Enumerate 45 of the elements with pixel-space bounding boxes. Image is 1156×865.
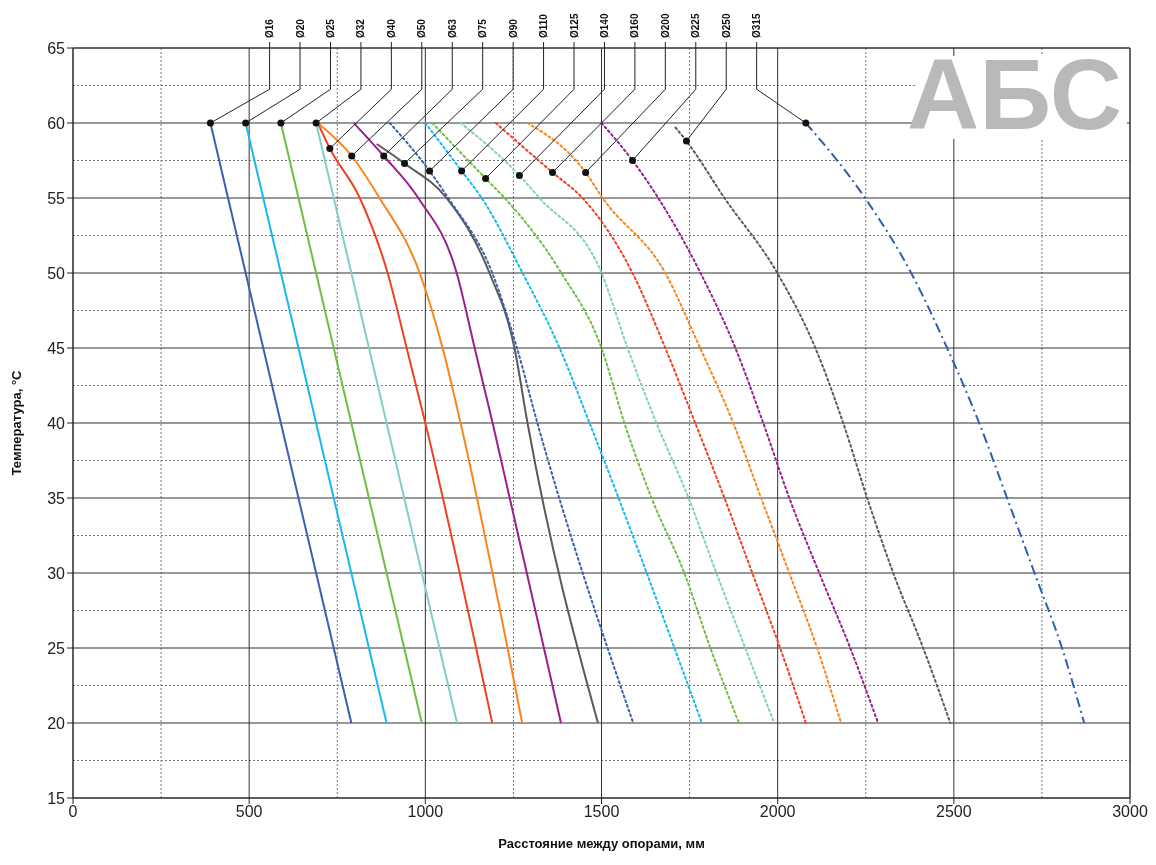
line-series: [375, 143, 599, 724]
annotation: Ø200: [659, 13, 671, 38]
x-tick-label: 500: [235, 803, 263, 821]
annotation: Ø225: [690, 13, 702, 38]
annotation: Ø110: [538, 13, 550, 38]
line-series: [526, 122, 843, 724]
x-tick-label: 1500: [583, 803, 620, 821]
x-tick-label: 2000: [759, 803, 796, 821]
annotation: Ø32: [355, 18, 367, 38]
x-tick-label: 1000: [407, 803, 444, 821]
annotation: Ø315: [751, 13, 763, 38]
y-axis-title: Температура, °С: [8, 369, 24, 476]
annotation: Ø160: [629, 13, 641, 38]
y-tick-label: 60: [47, 114, 66, 132]
line-series: [600, 122, 880, 724]
annotation: Ø90: [507, 18, 519, 38]
annotation: Ø25: [324, 18, 336, 38]
y-tick-label: 25: [47, 639, 66, 657]
line-series: [388, 122, 635, 724]
annotation: Ø20: [294, 18, 306, 38]
x-tick-label: 3000: [1112, 803, 1148, 821]
annotation: Ø75: [477, 18, 489, 38]
line-series: [494, 122, 807, 724]
line-series: [352, 122, 562, 724]
annotation: Ø250: [720, 13, 732, 38]
y-tick-label: 15: [47, 789, 66, 807]
annotation: Ø40: [385, 18, 397, 38]
y-tick-label: 30: [47, 564, 66, 582]
x-tick-label: 0: [68, 803, 78, 821]
annotation: Ø125: [568, 13, 580, 38]
annotation: Ø50: [416, 18, 428, 38]
x-tick-label: 2500: [936, 803, 972, 821]
chart-title: АБС: [907, 38, 1122, 150]
annotation: Ø63: [446, 18, 458, 38]
line-series: [459, 122, 776, 724]
y-tick-label: 35: [47, 489, 66, 507]
annotation: Ø16: [264, 18, 276, 38]
y-tick-label: 20: [47, 714, 66, 732]
y-tick-label: 50: [47, 264, 66, 282]
y-tick-label: 45: [47, 339, 66, 357]
y-tick-label: 65: [47, 39, 66, 57]
annotation: Ø140: [598, 13, 610, 38]
y-tick-label: 55: [47, 189, 66, 207]
y-tick-label: 40: [47, 414, 66, 432]
x-axis-title: Расстояние между опорами, мм: [498, 836, 705, 851]
